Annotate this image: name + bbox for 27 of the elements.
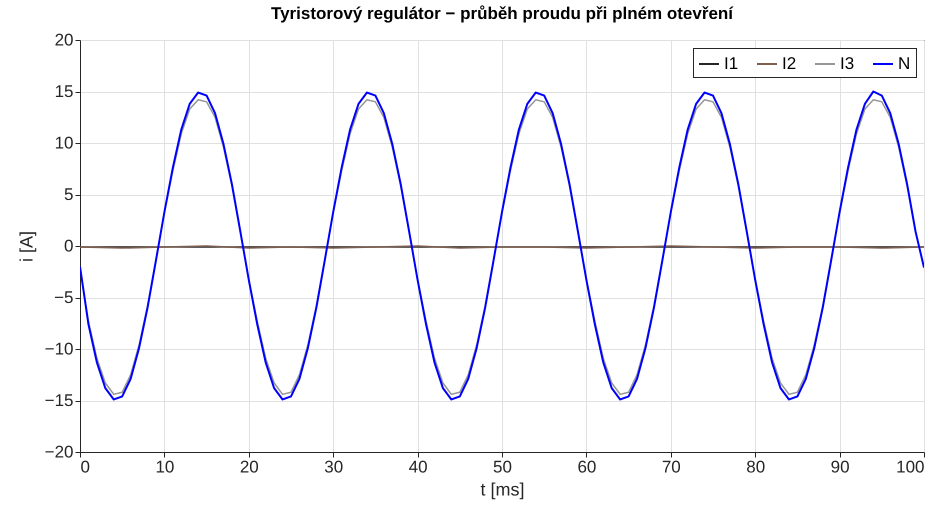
y-tick-label: 20 [54, 30, 74, 50]
y-axis-title: i [A] [16, 230, 37, 262]
x-tick-label: 20 [240, 458, 259, 476]
y-tick-label: −20 [44, 442, 74, 462]
x-tick-label: 60 [577, 458, 596, 476]
y-tick-label: 10 [54, 134, 74, 152]
x-tick-label: 0 [80, 458, 90, 476]
legend-label: I1 [724, 54, 738, 73]
legend-label: I3 [840, 54, 854, 73]
x-tick-label: 30 [324, 458, 344, 476]
x-tick-label: 80 [746, 458, 766, 476]
y-tick-label: 15 [54, 82, 74, 101]
y-tick-label: 0 [64, 236, 74, 256]
x-tick-label: 90 [830, 458, 850, 476]
y-tick-label: 5 [64, 185, 74, 204]
y-tick-label: −10 [44, 340, 74, 358]
x-tick-label: 10 [155, 458, 174, 476]
legend-label: N [898, 54, 910, 73]
x-tick-label: 40 [408, 458, 428, 476]
x-tick-label: 70 [662, 458, 681, 476]
y-tick-label: −5 [54, 288, 74, 307]
chart-title: Tyristorový regulátor − průběh proudu při plném otevření [270, 4, 734, 23]
x-tick-label: 50 [493, 458, 512, 476]
y-tick-label: −15 [44, 391, 74, 410]
x-axis-title: t [ms] [480, 480, 524, 500]
legend-label: I2 [782, 54, 796, 73]
x-tick-label: 100 [896, 458, 924, 476]
